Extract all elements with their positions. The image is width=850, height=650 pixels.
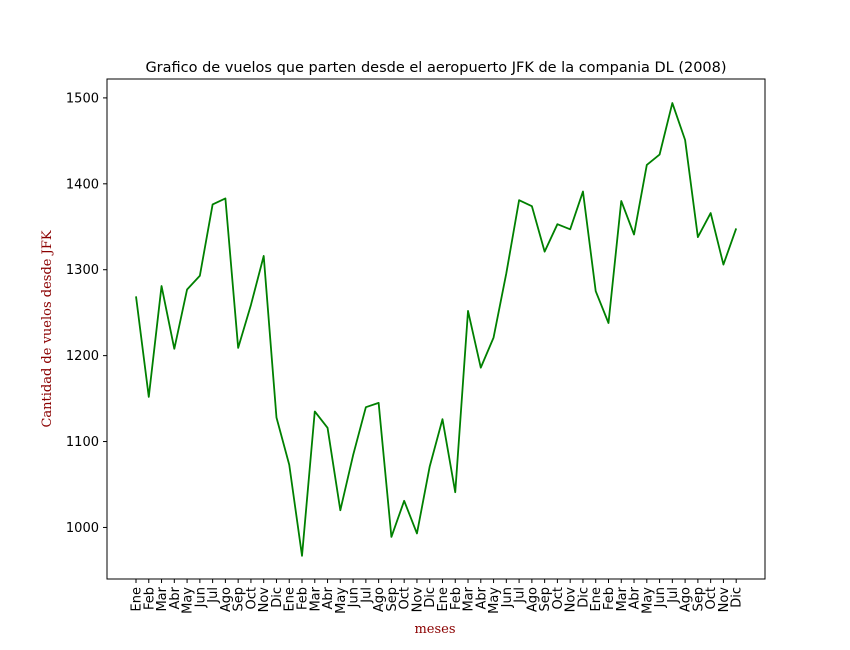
x-tick-label: Mar: [462, 586, 477, 611]
x-tick-label: Mar: [155, 586, 170, 611]
x-tick-label: Oct: [398, 587, 413, 609]
y-axis-label: Cantidad de vuelos desde JFK: [40, 230, 55, 427]
x-tick-label: Sep: [538, 587, 553, 612]
x-tick-label: Jun: [500, 587, 515, 608]
x-tick-label: Sep: [232, 587, 247, 612]
x-tick-label: Ago: [372, 587, 387, 612]
x-tick-label: Feb: [602, 587, 617, 610]
x-tick-label: Jul: [206, 587, 221, 604]
x-tick-label: Ene: [283, 587, 298, 611]
x-tick-label: Mar: [615, 586, 630, 611]
x-tick-label: Nov: [564, 587, 579, 613]
series-line: [135, 102, 738, 557]
x-tick-label: Mar: [308, 586, 323, 611]
x-tick-label: Jun: [347, 587, 362, 608]
x-tick-label: May: [640, 587, 655, 614]
x-tick-label: Ene: [436, 587, 451, 611]
plot-frame: [106, 78, 766, 580]
x-tick-label: May: [334, 587, 349, 614]
plot-area: [106, 78, 766, 580]
y-axis: 1000 1100 1200 1300 1400 1500: [66, 91, 107, 536]
y-tick-label: 1200: [66, 349, 99, 364]
x-tick-label: Jun: [653, 587, 668, 608]
x-tick-label: May: [487, 587, 502, 614]
x-tick-label: Feb: [142, 587, 157, 610]
x-tick-label: Dic: [730, 587, 745, 608]
series-layer: [135, 102, 738, 557]
x-tick-label: Jul: [359, 587, 374, 604]
x-tick-label: Abr: [168, 586, 183, 609]
x-tick-label: Feb: [449, 587, 464, 610]
x-tick-label: Dic: [423, 587, 438, 608]
x-tick-label: Oct: [551, 587, 566, 609]
x-tick-label: Jul: [666, 587, 681, 604]
x-tick-label: Nov: [257, 587, 272, 613]
x-tick-label: Ago: [525, 587, 540, 612]
x-axis: EneFebMarAbrMayJunJulAgoSepOctNovDicEneF…: [130, 579, 745, 614]
x-tick-label: Nov: [717, 587, 732, 613]
x-tick-label: Abr: [321, 586, 336, 609]
y-tick-label: 1100: [66, 435, 99, 450]
x-tick-label: May: [181, 587, 196, 614]
x-tick-label: Jul: [513, 587, 528, 604]
x-tick-label: Sep: [385, 587, 400, 612]
x-axis-label: meses: [414, 622, 455, 637]
y-tick-label: 1000: [66, 521, 99, 536]
x-tick-label: Abr: [474, 586, 489, 609]
x-tick-label: Jun: [193, 587, 208, 608]
x-tick-label: Nov: [410, 587, 425, 613]
y-tick-label: 1400: [66, 177, 99, 192]
x-tick-label: Ene: [130, 587, 145, 611]
x-tick-label: Sep: [691, 587, 706, 612]
y-tick-label: 1300: [66, 263, 99, 278]
x-tick-label: Oct: [704, 587, 719, 609]
x-tick-label: Ago: [219, 587, 234, 612]
x-tick-label: Ago: [679, 587, 694, 612]
x-tick-label: Oct: [244, 587, 259, 609]
x-tick-label: Abr: [628, 586, 643, 609]
y-tick-label: 1500: [66, 91, 99, 106]
x-tick-label: Dic: [576, 587, 591, 608]
x-tick-label: Feb: [296, 587, 311, 610]
x-tick-label: Ene: [589, 587, 604, 611]
chart-title: Grafico de vuelos que parten desde el ae…: [145, 60, 726, 76]
x-tick-label: Dic: [270, 587, 285, 608]
